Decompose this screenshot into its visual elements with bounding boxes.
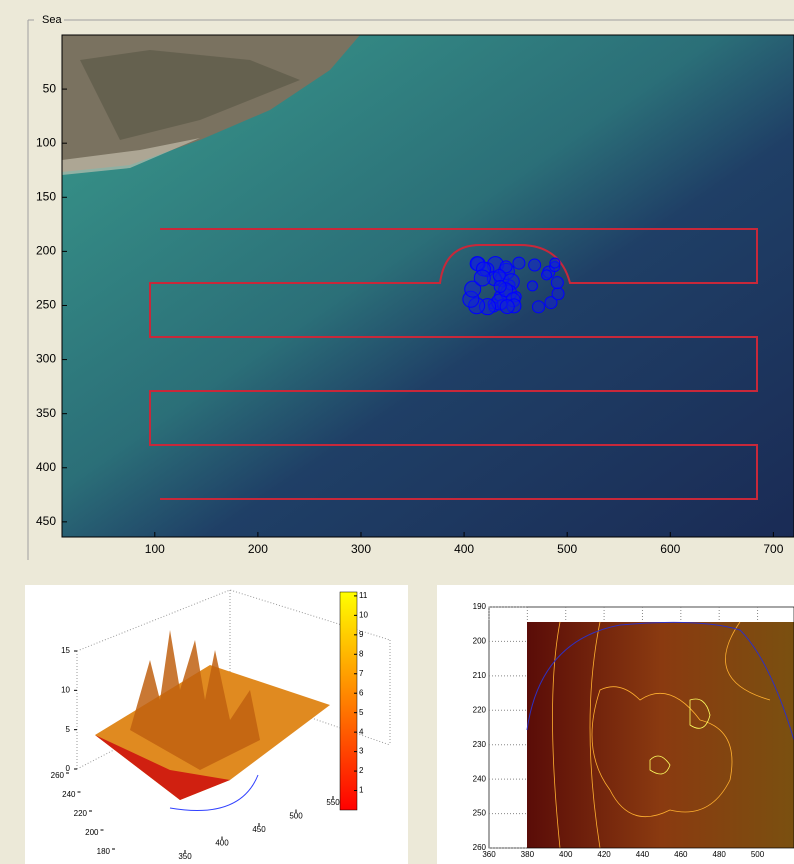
matlab-window: Sea 100200300400500600700501001502002503… bbox=[0, 0, 794, 864]
y-tick-label: 250 bbox=[36, 298, 56, 312]
colorbar bbox=[340, 592, 357, 810]
y-tick-label: 200 bbox=[473, 637, 487, 646]
y-tick-label: 150 bbox=[36, 189, 56, 203]
y-tick-label: 220 bbox=[74, 809, 88, 818]
x-tick-label: 700 bbox=[763, 542, 783, 556]
y-tick-label: 230 bbox=[473, 740, 487, 749]
y-tick-label: 180 bbox=[97, 847, 111, 856]
x-tick-label: 420 bbox=[597, 850, 611, 859]
satellite-image bbox=[62, 35, 794, 537]
x-tick-label: 400 bbox=[559, 850, 573, 859]
y-tick-label: 190 bbox=[473, 602, 487, 611]
detection bbox=[493, 269, 505, 281]
x-tick-label: 400 bbox=[454, 542, 474, 556]
y-tick-label: 260 bbox=[51, 771, 65, 780]
detection bbox=[474, 270, 490, 286]
y-tick-label: 50 bbox=[43, 81, 57, 95]
y-tick-label: 210 bbox=[473, 671, 487, 680]
x-tick-label: 550 bbox=[326, 798, 340, 807]
colorbar-tick-label: 2 bbox=[359, 766, 364, 775]
x-tick-label: 480 bbox=[713, 850, 727, 859]
x-tick-label: 380 bbox=[521, 850, 535, 859]
x-tick-label: 100 bbox=[145, 542, 165, 556]
x-tick-label: 440 bbox=[636, 850, 650, 859]
x-tick-label: 200 bbox=[248, 542, 268, 556]
panel-title: Sea bbox=[42, 14, 62, 26]
z-tick-label: 10 bbox=[61, 685, 70, 694]
x-tick-label: 400 bbox=[215, 839, 229, 848]
x-tick-label: 460 bbox=[674, 850, 688, 859]
detection bbox=[494, 280, 506, 292]
y-tick-label: 220 bbox=[473, 705, 487, 714]
z-tick-label: 0 bbox=[66, 764, 71, 773]
x-tick-label: 450 bbox=[252, 825, 266, 834]
colorbar-tick-label: 5 bbox=[359, 708, 364, 717]
detection bbox=[550, 258, 560, 268]
x-tick-label: 500 bbox=[751, 850, 765, 859]
x-tick-label: 500 bbox=[289, 812, 303, 821]
y-tick-label: 200 bbox=[85, 828, 99, 837]
detection bbox=[527, 281, 537, 291]
z-tick-label: 15 bbox=[61, 646, 70, 655]
detection bbox=[500, 300, 514, 314]
detection bbox=[551, 277, 563, 289]
y-tick-label: 240 bbox=[62, 790, 76, 799]
y-tick-label: 240 bbox=[473, 774, 487, 783]
detection bbox=[533, 301, 545, 313]
detection bbox=[552, 288, 564, 300]
colorbar-tick-label: 3 bbox=[359, 747, 364, 756]
y-tick-label: 250 bbox=[473, 809, 487, 818]
detection bbox=[513, 257, 525, 269]
y-tick-label: 200 bbox=[36, 244, 56, 258]
figure: Sea 100200300400500600700501001502002503… bbox=[0, 0, 794, 864]
y-tick-label: 100 bbox=[36, 135, 56, 149]
colorbar-tick-label: 11 bbox=[359, 591, 368, 600]
colorbar-tick-label: 8 bbox=[359, 649, 364, 658]
x-tick-label: 350 bbox=[178, 852, 192, 861]
x-tick-label: 300 bbox=[351, 542, 371, 556]
colorbar-tick-label: 7 bbox=[359, 669, 364, 678]
colorbar-tick-label: 6 bbox=[359, 688, 364, 697]
y-tick-label: 350 bbox=[36, 406, 56, 420]
x-tick-label: 600 bbox=[660, 542, 680, 556]
colorbar-tick-label: 4 bbox=[359, 727, 364, 736]
z-tick-label: 5 bbox=[66, 725, 71, 734]
x-tick-label: 500 bbox=[557, 542, 577, 556]
y-tick-label: 400 bbox=[36, 460, 56, 474]
y-tick-label: 300 bbox=[36, 352, 56, 366]
colorbar-tick-label: 9 bbox=[359, 630, 364, 639]
detection bbox=[529, 259, 541, 271]
colorbar-tick-label: 10 bbox=[359, 610, 368, 619]
detection bbox=[542, 270, 552, 280]
y-tick-label: 450 bbox=[36, 514, 56, 528]
y-tick-label: 260 bbox=[473, 843, 487, 852]
colorbar-tick-label: 1 bbox=[359, 786, 364, 795]
